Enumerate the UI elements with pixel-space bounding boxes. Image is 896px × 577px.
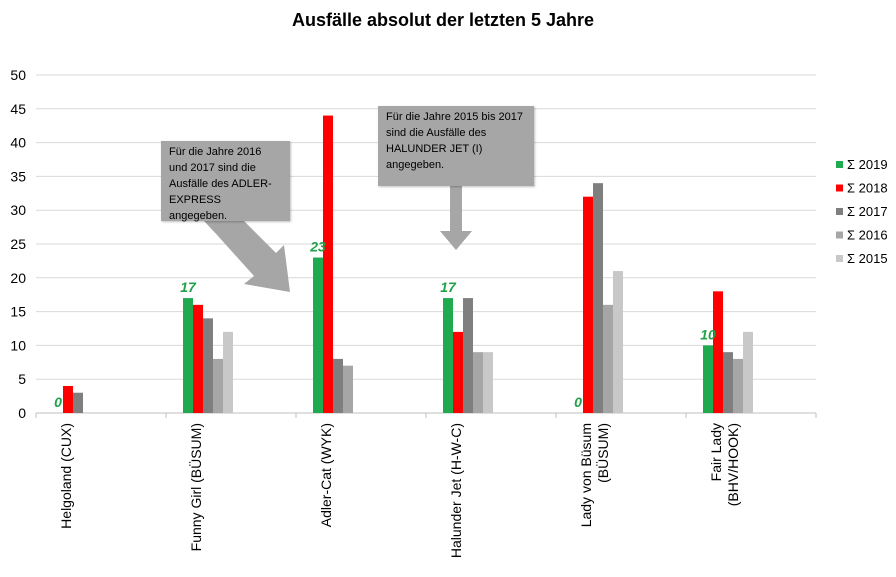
y-tick-label-15: 15	[10, 304, 26, 320]
y-tick-label-50: 50	[10, 67, 26, 83]
category-label-4-1: (BÜSUM)	[594, 423, 611, 483]
legend-label-4: Σ 2015	[847, 251, 888, 266]
data-label-2019-3: 17	[440, 279, 457, 295]
bar-2015-4	[613, 271, 623, 413]
y-tick-label-0: 0	[18, 405, 26, 421]
bar-2016-1	[213, 358, 223, 413]
bar-2018-2	[323, 115, 333, 413]
legend-swatch-3	[836, 231, 843, 239]
bar-2016-3	[473, 352, 483, 413]
category-label-2-0: Adler-Cat (WYK)	[318, 423, 334, 527]
bar-2019-2	[313, 257, 323, 413]
category-label-5-1: (BHV/HOOK)	[725, 423, 741, 506]
data-label-2019-1: 17	[180, 279, 197, 295]
bar-2015-3	[483, 352, 493, 413]
legend-label-3: Σ 2016	[847, 228, 888, 243]
bar-2019-5	[703, 345, 713, 413]
category-label-1-0: Funny Girl (BÜSUM)	[187, 423, 204, 551]
category-label-group-1: Funny Girl (BÜSUM)	[187, 423, 204, 551]
legend-label-2: Σ 2017	[847, 204, 888, 219]
callout-arrow-adler	[204, 221, 290, 292]
bar-2016-2	[343, 365, 353, 413]
callout-adler-express: Für die Jahre 2016 und 2017 sind die Aus…	[161, 141, 290, 222]
category-label-4-0: Lady von Büsum	[578, 423, 594, 527]
category-label-group-3: Halunder Jet (H-W-C)	[448, 423, 464, 558]
data-label-2019-2: 23	[309, 239, 326, 255]
category-label-group-5: Fair Lady (BHV/HOOK)	[708, 423, 741, 506]
bar-2018-5	[713, 291, 723, 413]
y-tick-label-30: 30	[10, 202, 26, 218]
bar-2019-1	[183, 298, 193, 413]
bar-2019-3	[443, 298, 453, 413]
y-tick-label-40: 40	[10, 135, 26, 151]
category-label-5-0: Fair Lady	[708, 423, 724, 481]
bar-2017-5	[723, 352, 733, 413]
legend-swatch-4	[836, 255, 843, 262]
data-label-2019-5: 10	[700, 326, 716, 342]
bar-2015-5	[743, 331, 753, 413]
category-label-group-4: Lady von Büsum (BÜSUM)	[578, 423, 611, 527]
chart-title: Ausfälle absolut der letzten 5 Jahre	[292, 10, 594, 30]
callout-adler-express-text: Für die Jahre 2016 und 2017 sind die Aus…	[169, 146, 272, 222]
bar-2016-5	[733, 358, 743, 413]
y-tick-label-20: 20	[10, 270, 26, 286]
category-label-3-0: Halunder Jet (H-W-C)	[448, 423, 464, 558]
legend-label-1: Σ 2018	[847, 181, 888, 196]
y-tick-label-10: 10	[10, 337, 26, 353]
callout-halunder-jet: Für die Jahre 2015 bis 2017 sind die Aus…	[378, 106, 534, 186]
callout-halunder-jet-text: Für die Jahre 2015 bis 2017 sind die Aus…	[386, 111, 523, 171]
y-tick-label-45: 45	[10, 101, 26, 117]
bar-2018-0	[63, 385, 73, 413]
category-label-group-2: Adler-Cat (WYK)	[318, 423, 334, 527]
bar-2017-4	[593, 183, 603, 413]
category-label-group-0: Helgoland (CUX)	[58, 423, 74, 529]
bar-2017-3	[463, 298, 473, 413]
legend-swatch-0	[836, 161, 843, 168]
y-tick-label-5: 5	[18, 371, 26, 387]
legend-swatch-2	[836, 208, 843, 215]
data-label-2019-4: 0	[574, 394, 582, 410]
y-tick-label-25: 25	[10, 236, 26, 252]
legend-label-0: Σ 2019	[847, 157, 888, 172]
bar-2018-1	[193, 304, 203, 413]
bar-2015-1	[223, 331, 233, 413]
bar-2017-2	[333, 358, 343, 413]
category-label-0-0: Helgoland (CUX)	[58, 423, 74, 529]
bar-2016-4	[603, 304, 613, 413]
data-label-2019-0: 0	[54, 394, 62, 410]
bar-2018-4	[583, 196, 593, 413]
bar-2018-3	[453, 331, 463, 413]
callout-arrow-halunder	[440, 186, 472, 250]
bar-2017-1	[203, 318, 213, 413]
legend-swatch-1	[836, 184, 843, 192]
bar-2017-0	[73, 392, 83, 413]
y-tick-label-35: 35	[10, 168, 26, 184]
